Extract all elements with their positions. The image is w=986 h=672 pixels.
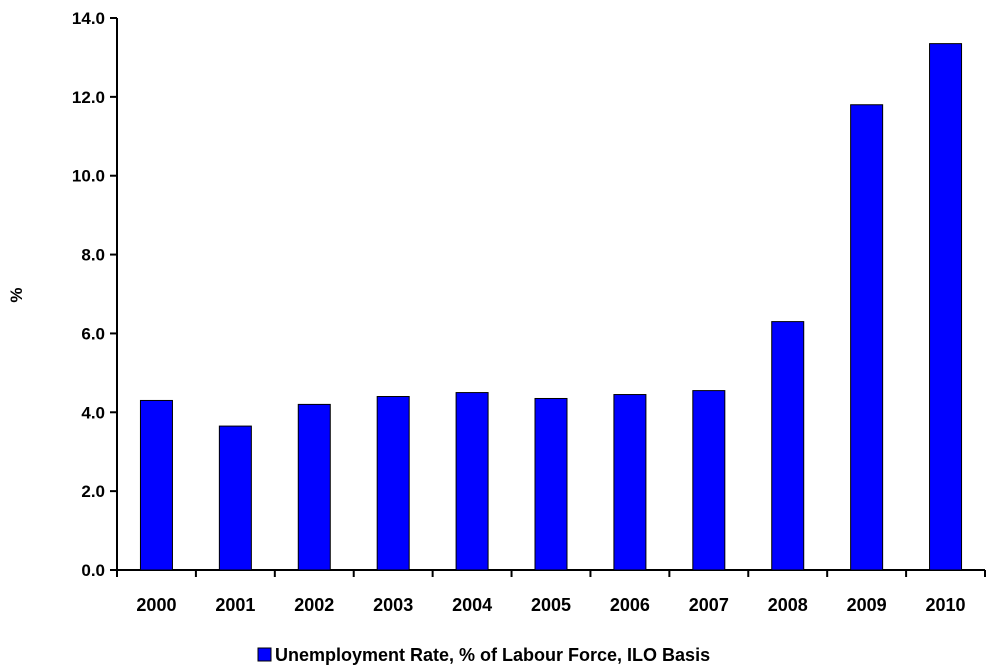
x-tick-label: 2002 <box>294 595 334 615</box>
y-tick-label: 12.0 <box>72 88 105 107</box>
legend: Unemployment Rate, % of Labour Force, IL… <box>257 645 710 665</box>
y-tick-label: 8.0 <box>81 246 105 265</box>
y-axis: 0.0 2.0 4.0 6.0 8.0 10.0 12.0 14.0 <box>72 9 118 580</box>
y-tick-label: 10.0 <box>72 167 105 186</box>
bar-2003 <box>376 396 410 571</box>
x-axis: 2000 2001 2002 2003 2004 2005 2006 2007 2008 2009… <box>116 569 986 615</box>
x-tick-label: 2005 <box>531 595 571 615</box>
bar-2006 <box>613 394 647 571</box>
y-tick-label: 2.0 <box>81 482 105 501</box>
bar-2010 <box>929 43 963 571</box>
x-tick-label: 2006 <box>610 595 650 615</box>
bar-2002 <box>297 403 331 571</box>
legend-label: Unemployment Rate, % of Labour Force, IL… <box>275 645 710 665</box>
bar-2004 <box>455 392 489 571</box>
bar-2005 <box>534 397 568 571</box>
x-tick-label: 2000 <box>136 595 176 615</box>
bar-2007 <box>692 390 726 571</box>
y-tick-label: 6.0 <box>81 324 105 343</box>
y-axis-title: % <box>7 287 26 302</box>
x-tick-label: 2010 <box>926 595 966 615</box>
x-tick-label: 2007 <box>689 595 729 615</box>
x-tick-label: 2009 <box>847 595 887 615</box>
x-tick-label: 2008 <box>768 595 808 615</box>
x-tick-label: 2004 <box>452 595 492 615</box>
x-tick-label: 2001 <box>215 595 255 615</box>
bar-2001 <box>218 425 252 571</box>
bar-2000 <box>139 399 173 571</box>
x-tick-label: 2003 <box>373 595 413 615</box>
y-tick-label: 0.0 <box>81 561 105 580</box>
bars <box>139 43 963 571</box>
bar-2008 <box>771 321 805 571</box>
y-tick-label: 14.0 <box>72 9 105 28</box>
bar-2009 <box>850 104 884 571</box>
y-tick-label: 4.0 <box>81 403 105 422</box>
legend-swatch <box>257 647 272 662</box>
